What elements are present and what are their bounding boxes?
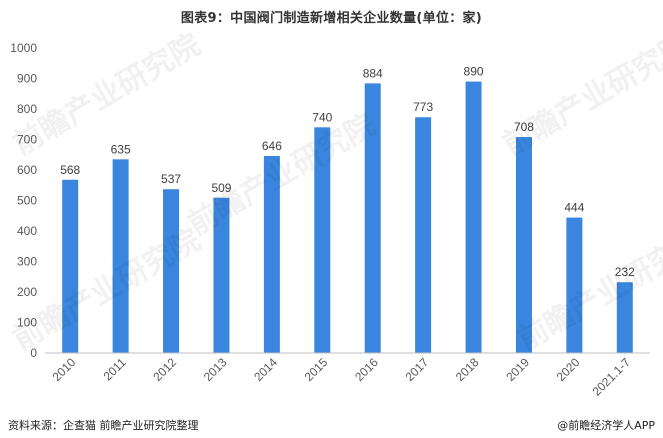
y-tick-label: 1000 [10,41,37,55]
y-tick-label: 400 [17,224,37,238]
y-tick-label: 600 [17,163,37,177]
data-label: 568 [60,163,80,177]
data-label: 537 [161,172,181,186]
bar [566,217,583,353]
bar [616,282,633,353]
y-tick-label: 200 [17,285,37,299]
bar [112,159,129,353]
bar [163,189,180,353]
bar [515,137,532,353]
bar [465,81,482,354]
x-tick-label: 2011 [101,355,129,383]
bar [364,83,381,353]
x-tick-label: 2020 [554,355,583,384]
y-tick-label: 100 [17,316,37,330]
data-label: 509 [211,181,231,195]
data-label: 444 [564,201,584,215]
x-tick-label: 2017 [402,355,431,384]
chart-title: 图表9：中国阀门制造新增相关企业数量(单位：家) [180,11,483,26]
x-tick-label: 2021.1-7 [590,355,634,399]
data-label: 740 [312,110,332,124]
credit-note: @前瞻经济学人APP [557,419,655,432]
x-tick-label: 2010 [50,355,79,384]
source-note: 资料来源：企查猫 前瞻产业研究院整理 [8,419,199,432]
x-tick-label: 2015 [302,355,331,384]
y-tick-label: 300 [17,255,37,269]
bars: 568 635 537 509 646 740 884 773 890 708 444 232 [60,65,635,354]
data-label: 773 [413,100,433,114]
x-axis: 2010 2011 2012 2013 2014 2015 2016 2017 2018 2019… [45,352,650,399]
data-label: 646 [262,139,282,153]
data-label: 635 [111,142,131,156]
x-tick-label: 2016 [352,355,381,384]
bar [62,179,79,353]
bar [415,117,432,353]
bar [213,197,230,353]
y-tick-label: 500 [17,194,37,208]
x-tick-label: 2018 [453,355,482,384]
data-label: 890 [464,65,484,79]
y-tick-label: 700 [17,133,37,147]
data-label: 232 [615,265,635,279]
bar [263,155,280,353]
x-tick-label: 2013 [201,355,230,384]
data-label: 708 [514,120,534,134]
y-tick-label: 0 [30,346,37,360]
y-axis: 0 100 200 300 400 500 600 700 800 900 1000 [10,41,37,360]
y-tick-label: 900 [17,72,37,86]
y-tick-label: 800 [17,102,37,116]
data-label: 884 [363,66,383,80]
x-tick-label: 2014 [251,355,280,384]
x-tick-label: 2019 [503,355,532,384]
bar [314,127,331,353]
x-tick-label: 2012 [150,355,179,384]
